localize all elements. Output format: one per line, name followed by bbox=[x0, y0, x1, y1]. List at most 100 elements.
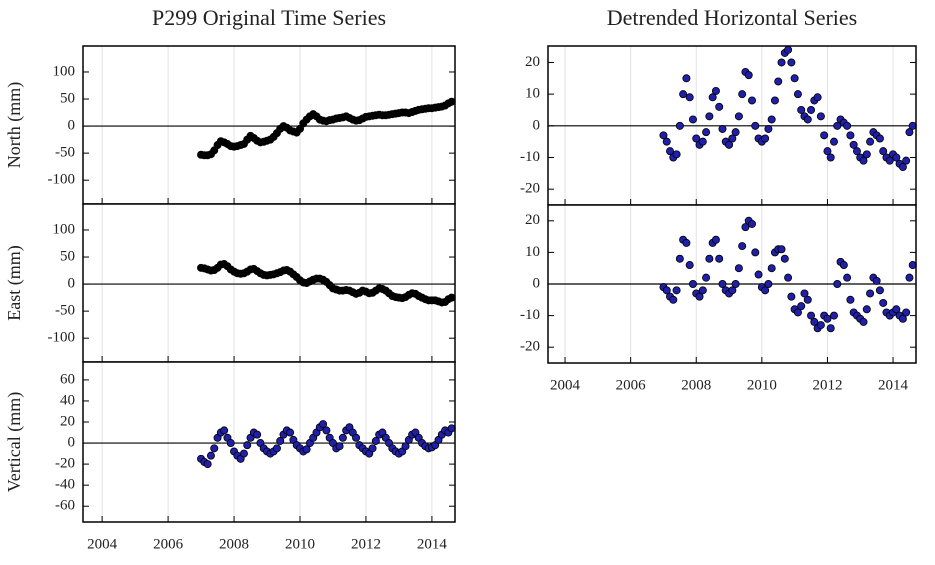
y-tick-label: -40 bbox=[55, 477, 75, 493]
data-point bbox=[807, 311, 816, 320]
plot-area bbox=[83, 204, 455, 362]
data-point bbox=[734, 112, 743, 121]
data-point bbox=[210, 444, 219, 453]
x-tick-label: 2012 bbox=[812, 377, 842, 393]
y-tick-label: 50 bbox=[60, 90, 75, 106]
data-point bbox=[675, 254, 684, 263]
y-axis-label: North (mm) bbox=[4, 82, 25, 168]
data-point bbox=[793, 90, 802, 99]
data-point bbox=[698, 137, 707, 146]
y-tick-label: -60 bbox=[55, 498, 75, 514]
data-point bbox=[368, 444, 377, 453]
point-series bbox=[197, 420, 456, 469]
data-point bbox=[698, 286, 707, 295]
data-point bbox=[447, 293, 456, 302]
data-point bbox=[820, 131, 829, 140]
data-point bbox=[797, 302, 806, 311]
data-point bbox=[777, 58, 786, 67]
data-point bbox=[688, 279, 697, 288]
data-point bbox=[803, 295, 812, 304]
data-point bbox=[203, 460, 212, 469]
y-tick-label: 0 bbox=[533, 275, 541, 291]
data-point bbox=[908, 121, 917, 130]
x-tick-label: 2004 bbox=[87, 536, 118, 552]
data-point bbox=[338, 433, 347, 442]
data-point bbox=[905, 128, 914, 137]
x-tick-label: 2014 bbox=[878, 377, 909, 393]
data-point bbox=[770, 96, 779, 105]
data-point bbox=[447, 424, 456, 433]
y-tick-label: 0 bbox=[533, 117, 541, 133]
data-point bbox=[780, 254, 789, 263]
data-point bbox=[679, 90, 688, 99]
data-point bbox=[702, 128, 711, 137]
data-point bbox=[793, 308, 802, 317]
data-point bbox=[302, 445, 311, 454]
y-tick-label: -20 bbox=[520, 339, 540, 355]
plot-area bbox=[83, 362, 455, 522]
plot-frame bbox=[82, 361, 456, 523]
data-point bbox=[751, 248, 760, 257]
data-point bbox=[905, 273, 914, 282]
y-tick-label: 20 bbox=[525, 54, 540, 70]
y-tick-label: 10 bbox=[525, 244, 540, 260]
data-point bbox=[852, 147, 861, 156]
data-point bbox=[846, 295, 855, 304]
data-point bbox=[206, 451, 215, 460]
data-point bbox=[220, 426, 229, 435]
data-point bbox=[685, 261, 694, 270]
data-point bbox=[862, 150, 871, 159]
x-tick-label: 2006 bbox=[153, 536, 184, 552]
data-point bbox=[741, 223, 750, 232]
data-point bbox=[826, 153, 835, 162]
chart-title: P299 Original Time Series bbox=[152, 5, 386, 30]
data-point bbox=[748, 96, 757, 105]
data-point bbox=[688, 115, 697, 124]
data-point bbox=[322, 426, 331, 435]
y-axis-label: East (mm) bbox=[4, 245, 25, 320]
data-point bbox=[738, 242, 747, 251]
data-point bbox=[898, 314, 907, 323]
data-point bbox=[705, 112, 714, 121]
data-point bbox=[797, 105, 806, 114]
data-point bbox=[846, 131, 855, 140]
y-tick-label: 100 bbox=[53, 63, 76, 79]
data-point bbox=[843, 121, 852, 130]
data-point bbox=[826, 324, 835, 333]
data-point bbox=[761, 134, 770, 143]
x-tick-label: 2004 bbox=[550, 377, 581, 393]
y-tick-label: 0 bbox=[68, 434, 76, 450]
data-point bbox=[902, 156, 911, 165]
data-point bbox=[272, 444, 281, 453]
data-point bbox=[253, 430, 262, 439]
data-point bbox=[734, 264, 743, 273]
y-tick-label: 20 bbox=[60, 413, 75, 429]
chart-title: Detrended Horizontal Series bbox=[607, 5, 857, 30]
y-tick-label: -100 bbox=[48, 330, 76, 346]
data-point bbox=[226, 439, 235, 448]
x-tick-label: 2006 bbox=[616, 377, 647, 393]
y-tick-label: 60 bbox=[60, 371, 75, 387]
data-point bbox=[662, 286, 671, 295]
data-point bbox=[711, 235, 720, 244]
data-point bbox=[767, 115, 776, 124]
y-tick-label: -20 bbox=[520, 181, 540, 197]
data-point bbox=[816, 112, 825, 121]
data-point bbox=[800, 289, 809, 298]
data-point bbox=[748, 219, 757, 228]
data-point bbox=[718, 124, 727, 133]
data-point bbox=[754, 270, 763, 279]
data-point bbox=[872, 276, 881, 285]
y-tick-label: 0 bbox=[68, 276, 76, 292]
y-axis-label: Vertical (mm) bbox=[4, 392, 25, 492]
data-point bbox=[767, 264, 776, 273]
data-point bbox=[830, 311, 839, 320]
y-tick-label: 50 bbox=[60, 248, 75, 264]
y-tick-label: -100 bbox=[48, 172, 76, 188]
data-point bbox=[731, 128, 740, 137]
data-point bbox=[823, 314, 832, 323]
data-point bbox=[243, 441, 252, 450]
data-point bbox=[830, 137, 839, 146]
data-point bbox=[666, 147, 675, 156]
data-point bbox=[892, 153, 901, 162]
